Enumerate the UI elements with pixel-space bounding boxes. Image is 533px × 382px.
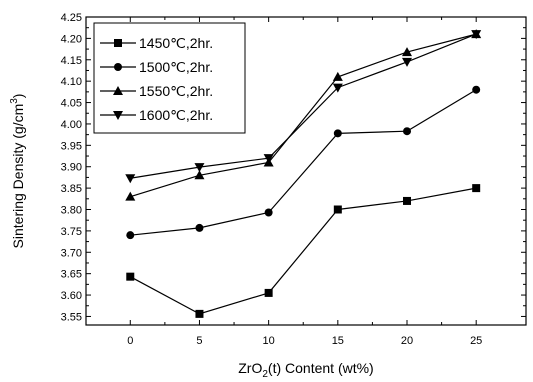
data-point (126, 231, 135, 240)
series-1 (126, 184, 481, 318)
data-point (472, 85, 481, 94)
data-point (471, 30, 482, 40)
y-tick-label: 3.70 (61, 247, 82, 259)
data-point (195, 309, 204, 318)
data-point (194, 163, 205, 173)
x-axis: 0 5 10 15 20 25 (127, 17, 482, 347)
y-tick-label: 3.75 (61, 226, 82, 238)
x-tick-label: 25 (470, 335, 482, 347)
legend: 1450℃,2hr. 1500℃,2hr. 1550℃,2hr. 1600℃,2hr. (93, 22, 246, 134)
data-point (125, 191, 136, 201)
series-layer (125, 29, 482, 318)
y-axis-title-superscript: 3 (9, 98, 20, 104)
x-tick-label: 10 (263, 335, 275, 347)
y-tick-label: 3.90 (61, 162, 82, 174)
y-axis-title-end: ) (10, 94, 26, 99)
y-tick-label: 4.20 (61, 33, 82, 45)
y-axis-title-main: Sintering Density (g/cm (10, 104, 26, 249)
legend-marker (114, 63, 122, 71)
plot-frame (85, 16, 527, 326)
y-tick-label: 3.80 (61, 205, 82, 217)
data-point (195, 223, 204, 232)
y-tick-label: 4.05 (61, 98, 82, 110)
legend-item: 1550℃,2hr. (100, 83, 213, 99)
data-point (402, 47, 413, 57)
data-point (194, 170, 205, 180)
y-tick-label: 3.60 (61, 290, 82, 302)
series-2 (126, 85, 481, 240)
y-tick-label: 3.85 (61, 183, 82, 195)
series-line (130, 33, 477, 179)
legend-items: 1450℃,2hr. 1500℃,2hr. 1550℃,2hr. 1600℃,2hr. (100, 35, 213, 123)
y-tick-label: 3.65 (61, 269, 82, 281)
x-axis-title: ZrO2(t) Content (wt%) (238, 360, 373, 380)
data-point (332, 71, 343, 81)
data-point (403, 196, 412, 205)
legend-marker (114, 39, 122, 47)
y-tick-label: 4.15 (61, 55, 82, 67)
legend-marker (113, 86, 123, 95)
data-point (472, 184, 481, 193)
x-tick-label: 20 (401, 335, 413, 347)
y-axis-title: Sintering Density (g/cm3) (9, 94, 26, 249)
x-axis-title-subscript: 2 (262, 369, 268, 380)
data-point (264, 288, 273, 297)
x-tick-label: 15 (332, 335, 344, 347)
data-point (332, 83, 343, 93)
series-line (130, 89, 477, 236)
series-4 (125, 30, 482, 184)
y-tick-label: 3.55 (61, 311, 82, 323)
data-point (403, 127, 412, 136)
legend-item: 1600℃,2hr. (100, 107, 213, 123)
y-axis: 3.55 3.60 3.65 3.70 3.75 3.80 3.85 3.90 3.95 4.00… (61, 12, 526, 323)
y-tick-label: 4.25 (61, 12, 82, 24)
data-point (333, 129, 342, 138)
legend-label: 1500℃,2hr. (139, 59, 213, 75)
legend-marker (113, 111, 123, 120)
data-point (333, 205, 342, 214)
data-point (263, 154, 274, 164)
y-tick-label: 4.10 (61, 76, 82, 88)
x-axis-title-rest: (t) Content (wt%) (268, 360, 374, 376)
data-point (402, 57, 413, 67)
x-tick-label: 5 (196, 335, 202, 347)
legend-item: 1450℃,2hr. (100, 35, 213, 51)
y-tick-label: 3.95 (61, 140, 82, 152)
y-tick-label: 4.00 (61, 119, 82, 131)
x-tick-label: 0 (127, 335, 133, 347)
legend-label: 1450℃,2hr. (139, 35, 213, 51)
series-line (129, 187, 477, 315)
legend-label: 1550℃,2hr. (139, 83, 213, 99)
legend-label: 1600℃,2hr. (139, 107, 213, 123)
series-line (130, 33, 477, 198)
data-point (126, 272, 135, 281)
data-point (264, 208, 273, 217)
data-point (125, 174, 136, 184)
legend-item: 1500℃,2hr. (100, 59, 213, 75)
x-axis-title-main: ZrO (238, 360, 262, 376)
